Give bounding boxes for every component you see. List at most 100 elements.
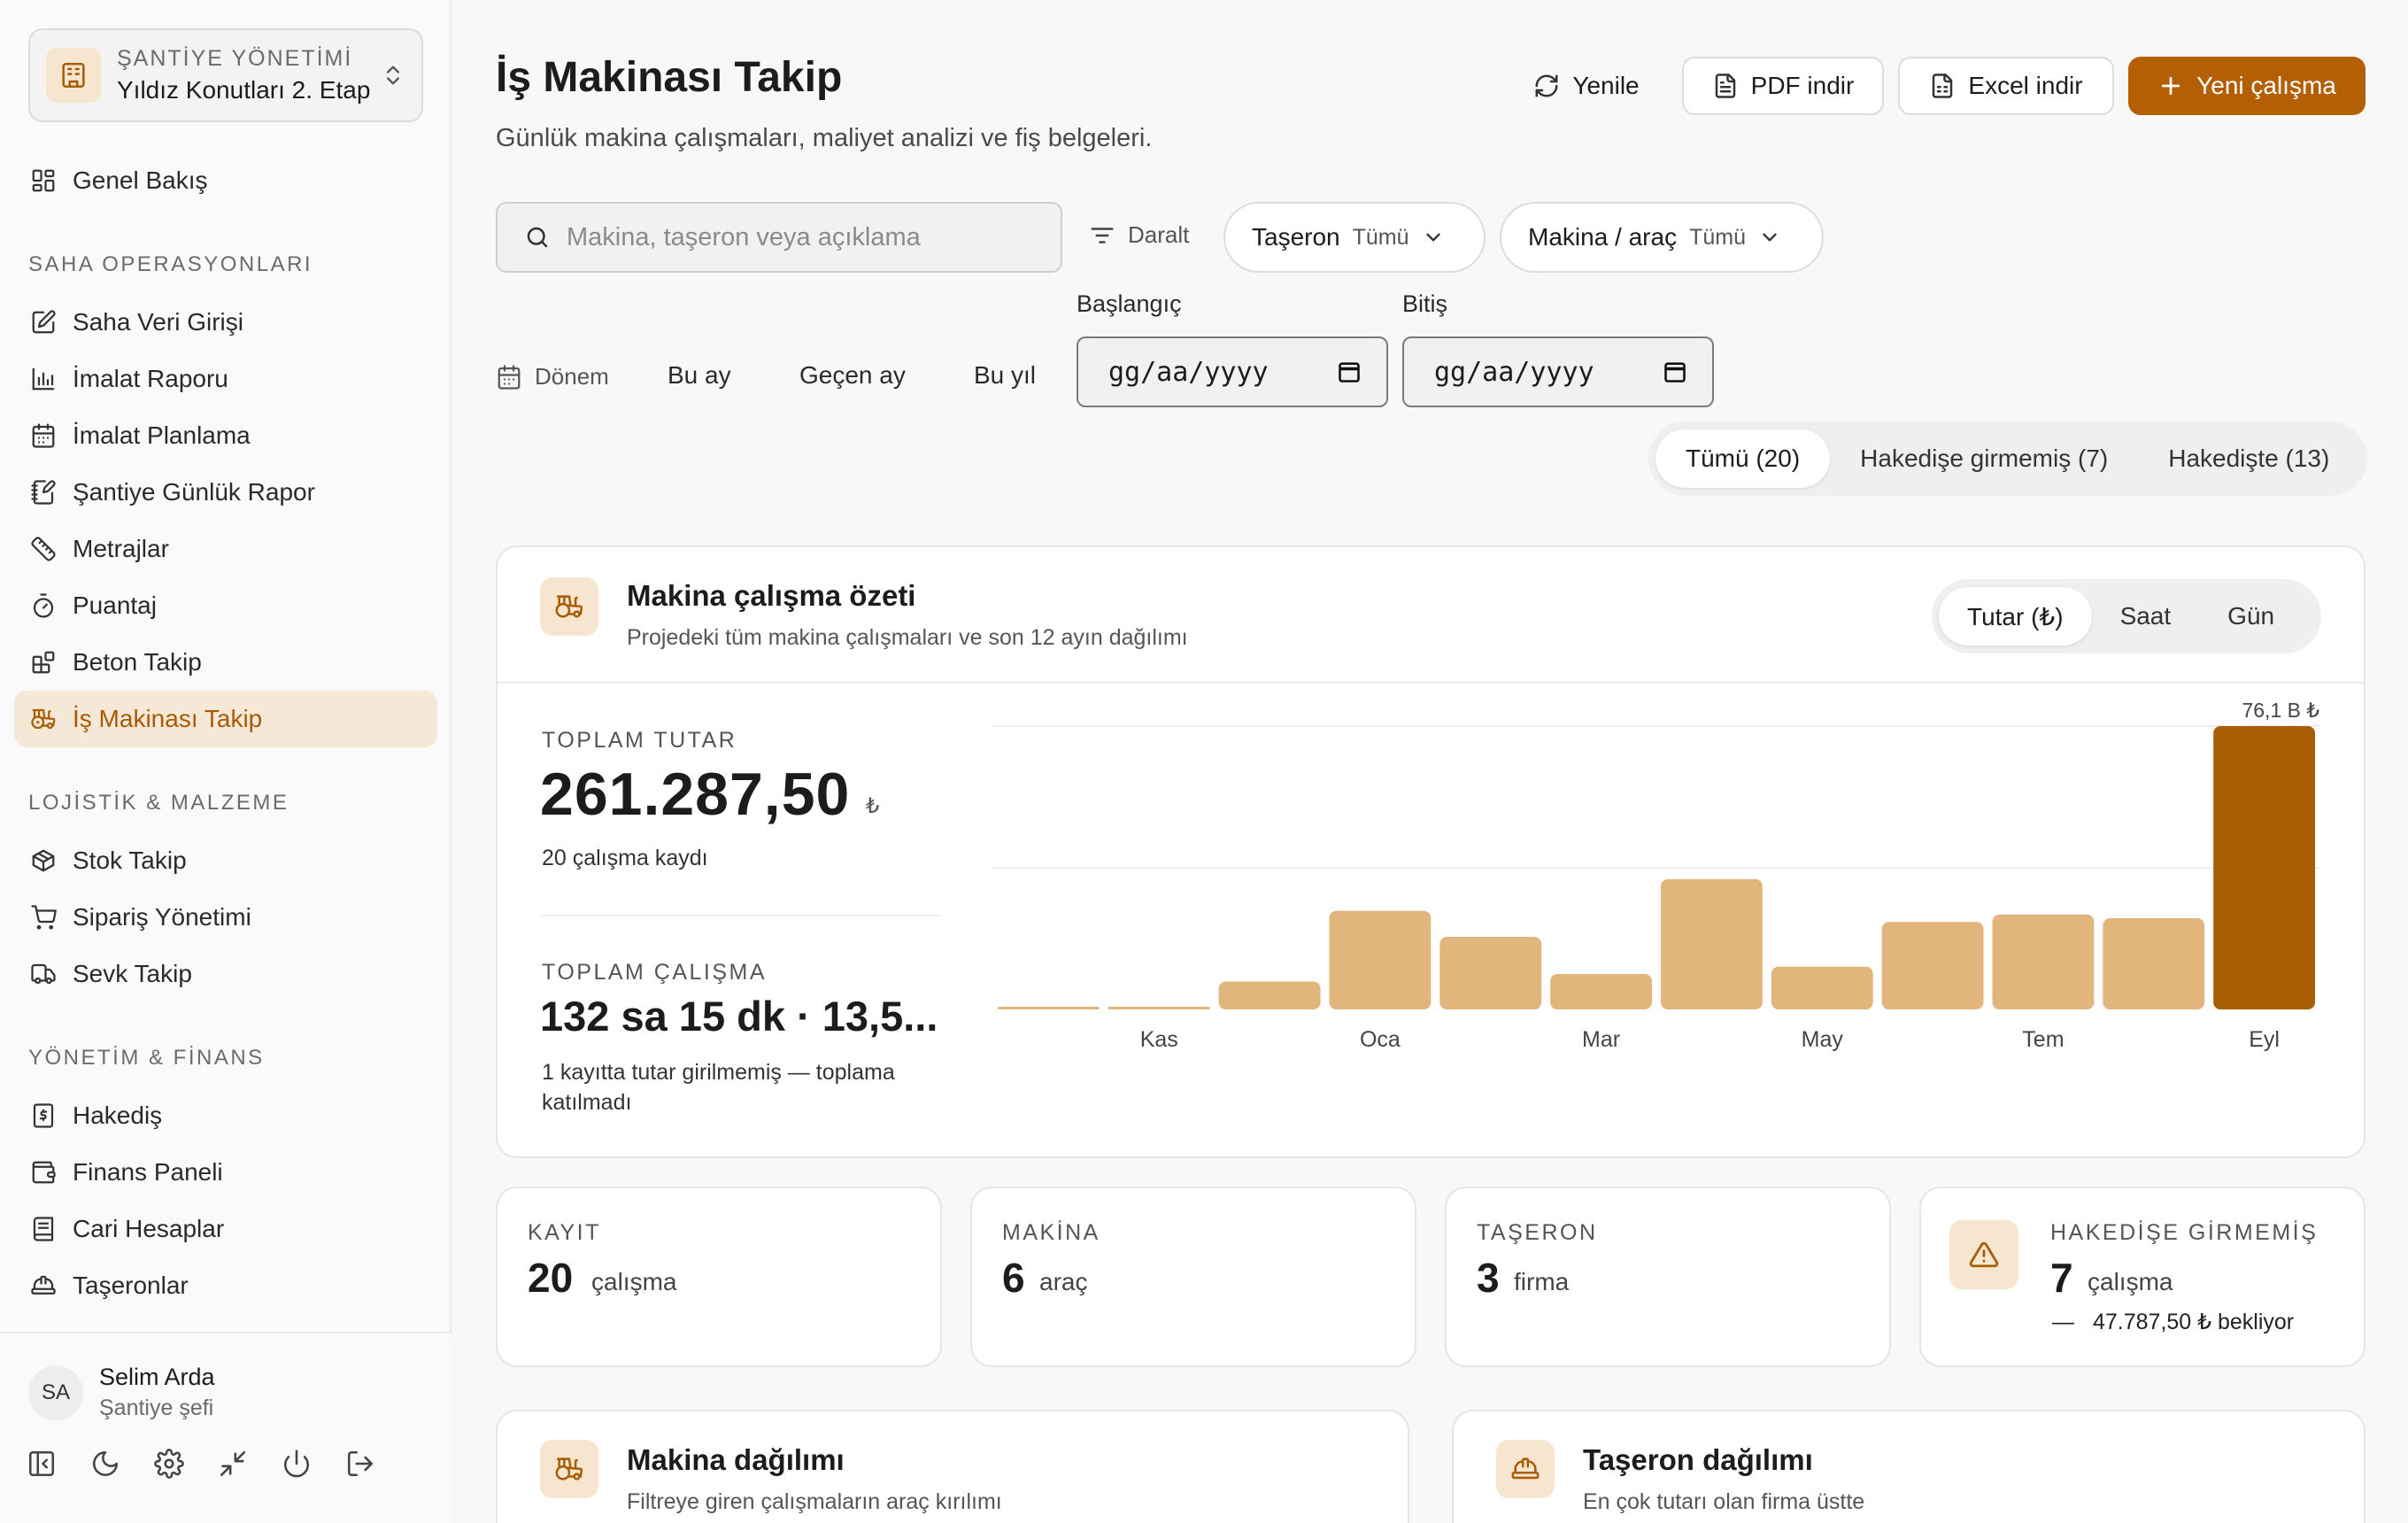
stat-unit: araç [1039,1268,1088,1295]
sidebar-item-finans[interactable]: Finans Paneli [14,1144,437,1201]
period-this-month[interactable]: Bu ay [668,361,731,389]
machine-value: Tümü [1689,224,1746,250]
chart-bar-Ağu[interactable] [2103,917,2205,1009]
subcontractor-distribution-card: Taşeron dağılımı En çok tutarı olan firm… [1452,1410,2366,1523]
search-input[interactable]: Makina, taşeron veya açıklama [496,202,1062,273]
stat-card-machines: MAKİNA 6 araç [970,1187,1416,1367]
logout-icon[interactable] [345,1449,375,1479]
chart-bar-Eki[interactable] [998,1007,1100,1009]
pending-note-prefix: — [2052,1310,2074,1334]
stat-label: KAYIT [528,1220,601,1245]
sidebar-item-saha-veri[interactable]: Saha Veri Girişi [14,294,437,351]
page-subtitle: Günlük makina çalışmaları, maliyet anali… [496,124,1153,152]
building-icon [46,48,101,103]
tab-in-hakedis[interactable]: Hakedişte (13) [2168,445,2330,472]
sidebar-item-taseronlar[interactable]: Taşeronlar [14,1257,437,1314]
calendar-picker-icon[interactable] [1337,359,1362,384]
minimize-icon[interactable] [218,1449,248,1479]
chevron-down-icon [1763,233,1777,242]
new-work-button[interactable]: Yeni çalışma [2128,57,2366,115]
sidebar-item-is-makinasi[interactable]: İş Makinası Takip [14,691,437,747]
chart-bar-Şub[interactable] [1439,937,1542,1009]
bar-chart-icon [32,367,55,390]
chart-bar-Nis[interactable] [1661,878,1763,1009]
metric-tabs: Tutar (₺) Saat Gün [1932,579,2321,653]
gear-icon[interactable] [154,1449,184,1479]
sidebar-item-overview[interactable]: Genel Bakış [14,152,437,209]
sidebar: ŞANTİYE YÖNETİMİ Yıldız Konutları 2. Eta… [0,0,452,1523]
machine-distribution-card: Makina dağılımı Filtreye giren çalışmala… [496,1410,1409,1523]
sidebar-item-label: Metrajlar [73,535,169,562]
chart-bar-May[interactable] [1771,966,1873,1009]
stat-label: TAŞERON [1477,1220,1598,1245]
narrow-filter[interactable]: Daralt [1089,221,1189,249]
period-label: Dönem [496,363,609,390]
record-count-note: 20 çalışma kaydı [542,846,708,870]
sidebar-item-gunluk-rapor[interactable]: Şantiye Günlük Rapor [14,464,437,521]
period-label-text: Dönem [535,363,609,390]
summary-subtitle: Projedeki tüm makina çalışmaları ve son … [627,625,1188,650]
user-role: Şantiye şefi [99,1395,214,1420]
chart-bar-Kas[interactable] [1108,1007,1210,1009]
chart-tick-label: Mar [1582,1027,1620,1052]
end-date-input[interactable]: gg/aa/yyyy [1402,336,1714,407]
pdf-download-button[interactable]: PDF indir [1682,57,1884,115]
sidebar-item-hakedis[interactable]: Hakediş [14,1087,437,1144]
sidebar-item-siparis[interactable]: Sipariş Yönetimi [14,889,437,946]
sidebar-item-cari[interactable]: Cari Hesaplar [14,1201,437,1257]
chart-bar-Mar[interactable] [1550,974,1652,1009]
avatar[interactable]: SA [28,1365,83,1420]
tab-amount[interactable]: Tutar (₺) [1939,587,2092,646]
sidebar-toggle-icon[interactable] [27,1449,57,1479]
sidebar-item-imalat-raporu[interactable]: İmalat Raporu [14,351,437,407]
chart-peak-label: 76,1 B ₺ [2242,699,2319,722]
narrow-label: Daralt [1128,221,1190,248]
work-note: 1 kayıtta tutar girilmemiş — toplama kat… [542,1060,895,1115]
moon-icon[interactable] [90,1449,120,1479]
tab-not-in-hakedis[interactable]: Hakedişe girmemiş (7) [1860,445,2109,472]
subcontractor-distribution-title: Taşeron dağılımı [1583,1443,1813,1476]
period-last-month[interactable]: Geçen ay [799,361,906,389]
excel-label: Excel indir [1968,72,2083,99]
total-work-value: 132 sa 15 dk · 13,5... [540,993,938,1040]
chart-bar-Tem[interactable] [1992,914,2095,1009]
chart-tick-label: Tem [2022,1027,2064,1052]
sidebar-item-stok[interactable]: Stok Takip [14,832,437,889]
period-this-year[interactable]: Bu yıl [974,361,1037,389]
sidebar-item-metrajlar[interactable]: Metrajlar [14,521,437,577]
power-icon[interactable] [282,1449,312,1479]
calendar-icon [498,364,521,390]
sidebar-item-label: Hakediş [73,1102,163,1129]
project-switcher[interactable]: ŞANTİYE YÖNETİMİ Yıldız Konutları 2. Eta… [28,28,423,122]
pending-note: — 47.787,50 ₺ bekliyor [2052,1307,2294,1337]
sidebar-item-puantaj[interactable]: Puantaj [14,577,437,634]
start-date-placeholder: gg/aa/yyyy [1108,356,1269,388]
tab-all[interactable]: Tümü (20) [1656,429,1831,488]
project-name: Yıldız Konutları 2. Etap [117,76,371,104]
tab-days[interactable]: Gün [2227,602,2275,630]
chart-tick-label: Oca [1360,1027,1401,1052]
start-date-input[interactable]: gg/aa/yyyy [1077,336,1388,407]
warning-icon [1949,1220,2018,1289]
sidebar-item-beton[interactable]: Beton Takip [14,634,437,691]
sidebar-item-imalat-planlama[interactable]: İmalat Planlama [14,407,437,464]
sidebar-item-sevk[interactable]: Sevk Takip [14,946,437,1002]
machine-select[interactable]: Makina / araç Tümü [1500,202,1824,273]
page-title: İş Makinası Takip [496,54,843,101]
refresh-button[interactable]: Yenile [1516,57,1657,115]
tab-hours[interactable]: Saat [2119,602,2172,630]
calendar-picker-icon[interactable] [1663,359,1687,384]
plus-icon [2162,76,2180,96]
end-date-placeholder: gg/aa/yyyy [1434,356,1594,388]
sidebar-item-label: İmalat Raporu [73,365,228,392]
excel-download-button[interactable]: Excel indir [1898,57,2114,115]
chart-bar-Oca[interactable] [1329,910,1432,1009]
stopwatch-icon [33,593,54,618]
subcontractor-select[interactable]: Taşeron Tümü [1223,202,1486,273]
chart-bar-Ara[interactable] [1218,981,1321,1009]
stat-card-subcontractors: TAŞERON 3 firma [1445,1187,1891,1367]
chart-bar-Eyl[interactable] [2213,726,2315,1009]
subcontractor-distribution-subtitle: En çok tutarı olan firma üstte [1583,1489,1865,1514]
chart-bar-Haz[interactable] [1881,922,1984,1009]
chart-tick-label: May [1802,1027,1844,1052]
